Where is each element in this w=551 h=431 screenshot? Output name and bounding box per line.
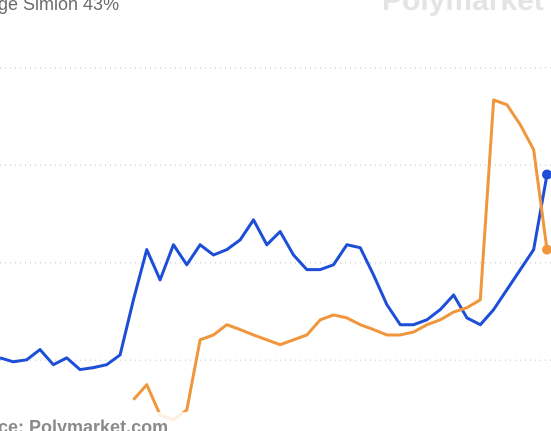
end-dot xyxy=(542,169,551,180)
series-line xyxy=(132,98,549,422)
legend-text: ge Simion 43% xyxy=(0,0,119,14)
series-line xyxy=(0,174,549,372)
source: ce: Polymarket.com xyxy=(0,417,168,431)
end-dot xyxy=(542,244,551,255)
watermark: Polymarket xyxy=(382,0,544,17)
source-box xyxy=(0,412,226,431)
